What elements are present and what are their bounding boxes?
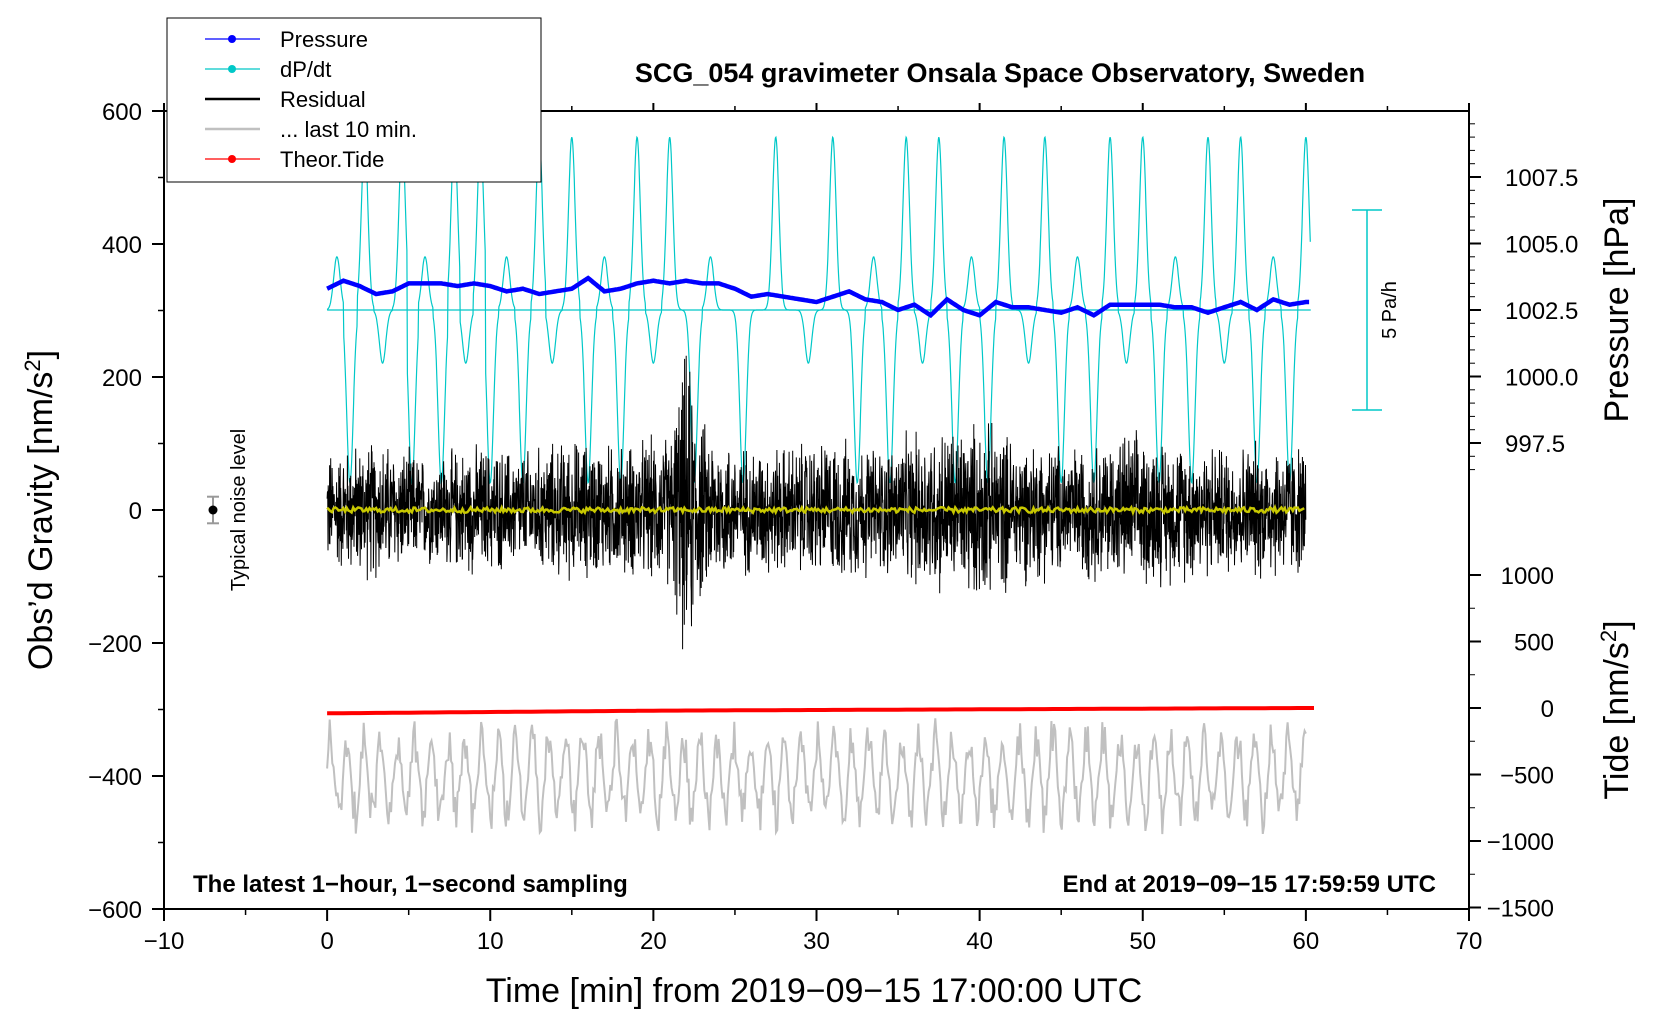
dpdt-series-line bbox=[326, 135, 1311, 485]
legend-item-pressure: Pressure bbox=[205, 27, 368, 52]
note-bottom-right: End at 2019−09−15 17:59:59 UTC bbox=[1062, 871, 1436, 898]
rate-scale-bar bbox=[1352, 209, 1382, 411]
theor-tide-series-line bbox=[327, 706, 1314, 716]
x-tick-label: −10 bbox=[144, 928, 185, 955]
pressure-series-line bbox=[326, 275, 1310, 319]
legend-item-dpdt: dP/dt bbox=[205, 57, 331, 82]
legend-item-last-10-min: ... last 10 min. bbox=[205, 117, 417, 142]
y-tick-label: 600 bbox=[102, 99, 142, 126]
svg-text:Residual: Residual bbox=[280, 87, 366, 112]
y-tick-label: −400 bbox=[88, 764, 142, 791]
y-tick-label: 0 bbox=[129, 498, 142, 525]
legend-item-residual: Residual bbox=[205, 87, 366, 112]
pressure-tick-label: 1000.0 bbox=[1505, 365, 1578, 392]
x-tick-label: 50 bbox=[1129, 928, 1156, 955]
chart-title: SCG_054 gravimeter Onsala Space Observat… bbox=[635, 58, 1365, 88]
pressure-tick-label: 1002.5 bbox=[1505, 298, 1578, 325]
x-tick-label: 40 bbox=[966, 928, 993, 955]
pressure-tick-label: 1005.0 bbox=[1505, 232, 1578, 259]
tide-axis-label: Tide [nm/s2] bbox=[1596, 620, 1637, 799]
x-tick-label: 70 bbox=[1456, 928, 1483, 955]
note-bottom-left: The latest 1−hour, 1−second sampling bbox=[193, 871, 628, 898]
svg-text:Theor.Tide: Theor.Tide bbox=[280, 147, 384, 172]
x-tick-label: 60 bbox=[1293, 928, 1320, 955]
y-axis-label: Obs’d Gravity [nm/s2] bbox=[20, 350, 61, 670]
noise-level-marker bbox=[207, 495, 219, 525]
pressure-tick-label: 1007.5 bbox=[1505, 165, 1578, 192]
tide-tick-label: −1500 bbox=[1487, 896, 1554, 923]
noise-level-label: Typical noise level bbox=[228, 429, 250, 591]
x-tick-label: 0 bbox=[320, 928, 333, 955]
svg-text:Pressure: Pressure bbox=[280, 27, 368, 52]
y-tick-label: −600 bbox=[88, 897, 142, 924]
pressure-axis-label: Pressure [hPa] bbox=[1598, 198, 1636, 423]
x-tick-label: 30 bbox=[803, 928, 830, 955]
last-10-min-series-line bbox=[326, 718, 1307, 836]
x-tick-label: 10 bbox=[477, 928, 504, 955]
tide-tick-label: 1000 bbox=[1501, 563, 1554, 590]
y-tick-label: −200 bbox=[88, 631, 142, 658]
x-tick-label: 20 bbox=[640, 928, 667, 955]
svg-text:dP/dt: dP/dt bbox=[280, 57, 331, 82]
rate-scale-label: 5 Pa/h bbox=[1379, 281, 1401, 339]
svg-text:... last 10 min.: ... last 10 min. bbox=[280, 117, 417, 142]
legend: Pressure dP/dt Residual ... last 10 min.… bbox=[166, 17, 542, 183]
tide-tick-label: 500 bbox=[1514, 630, 1554, 657]
tide-tick-label: −500 bbox=[1500, 763, 1554, 790]
residual-series-line bbox=[326, 355, 1307, 650]
tide-tick-label: 0 bbox=[1541, 696, 1554, 723]
tide-tick-label: −1000 bbox=[1487, 829, 1554, 856]
y-tick-label: 200 bbox=[102, 365, 142, 392]
residual-smoothed-line bbox=[326, 503, 1305, 517]
legend-item-theor-tide: Theor.Tide bbox=[205, 147, 384, 172]
y-tick-label: 400 bbox=[102, 232, 142, 259]
x-axis-label: Time [min] from 2019−09−15 17:00:00 UTC bbox=[486, 972, 1142, 1010]
pressure-tick-label: 997.5 bbox=[1505, 431, 1565, 458]
